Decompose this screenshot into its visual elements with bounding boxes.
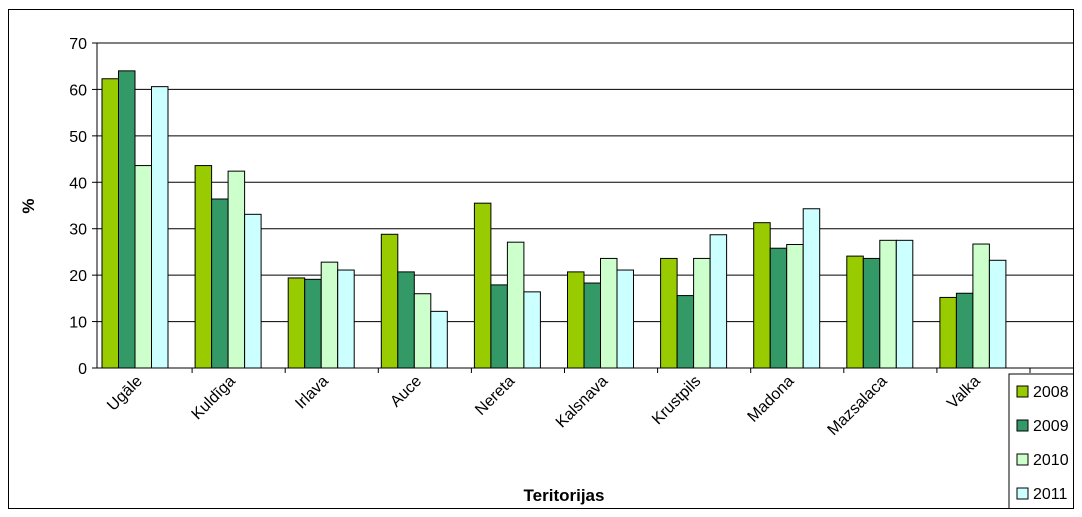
y-tick-label: 40 (69, 175, 87, 192)
bar-2009 (955, 292, 974, 369)
legend-swatch-2009 (1016, 419, 1029, 432)
bar-2010 (413, 293, 432, 369)
bar-2010 (972, 243, 990, 369)
y-tick-label: 20 (69, 268, 87, 285)
y-tick-label: 50 (69, 129, 87, 146)
bars (101, 70, 1007, 369)
x-tick-label: Irlava (292, 373, 332, 413)
bar-2011 (895, 239, 914, 369)
y-axis-title: % (19, 198, 38, 213)
x-tick-label: Valka (944, 373, 984, 413)
bar-2008 (939, 296, 957, 369)
x-tick-label: Mazsalaca (825, 373, 891, 439)
bar-2010 (693, 257, 711, 369)
x-tick-label: Kuldīga (189, 373, 239, 423)
bar-2010 (134, 165, 152, 369)
x-tick-label: Kalsnava (553, 373, 612, 432)
bar-2010 (786, 244, 804, 369)
bar-2008 (101, 78, 119, 369)
bar-chart: 0 10 20 30 40 50 60 70 Ugāle Kuldīga Irlava Auce Ne… (19, 36, 1073, 508)
bar-2010 (320, 261, 339, 369)
bar-2009 (676, 295, 695, 369)
legend-label-2011: 2011 (1033, 486, 1068, 503)
bar-2010 (227, 170, 246, 369)
bar-2009 (211, 198, 229, 369)
x-tick-label: Auce (387, 373, 425, 411)
x-tick-label: Nereta (472, 373, 518, 419)
bar-2009 (304, 278, 322, 369)
bar-2008 (473, 202, 492, 369)
legend: 2008 2009 2010 2011 (1008, 373, 1073, 508)
bar-2011 (709, 234, 728, 369)
y-tick-label: 60 (69, 82, 87, 99)
bar-2010 (879, 239, 897, 369)
bar-2009 (397, 271, 415, 369)
x-tick-label: Krustpils (649, 373, 704, 428)
legend-label-2010: 2010 (1033, 452, 1069, 469)
bar-2011 (802, 208, 821, 369)
bar-2008 (567, 271, 585, 369)
bar-2011 (337, 269, 355, 369)
bar-2009 (769, 247, 788, 369)
bar-2009 (583, 282, 601, 369)
x-axis-title: Teritorijas (524, 486, 605, 505)
legend-label-2008: 2008 (1033, 384, 1069, 401)
bar-2011 (151, 86, 169, 369)
bar-2008 (287, 277, 306, 369)
bar-2008 (753, 222, 771, 369)
bar-2008 (660, 257, 678, 369)
bar-2008 (194, 165, 213, 369)
y-tick-label: 70 (69, 36, 87, 53)
x-tick-label: Madona (745, 373, 798, 426)
bar-2009 (862, 257, 881, 369)
bar-2008 (846, 255, 864, 369)
y-tick-label: 0 (78, 361, 87, 378)
bar-2011 (988, 259, 1007, 369)
y-tick-label: 10 (69, 315, 87, 332)
bar-2010 (506, 241, 525, 369)
bar-2008 (380, 233, 399, 369)
bar-2011 (523, 291, 541, 369)
chart-frame: 0 10 20 30 40 50 60 70 Ugāle Kuldīga Irlava Auce Ne… (8, 9, 1074, 509)
bar-2009 (118, 70, 136, 369)
bar-2011 (244, 213, 262, 369)
x-tick-label: Ugāle (104, 373, 146, 415)
bar-2011 (616, 269, 634, 369)
bar-2010 (600, 257, 618, 369)
y-tick-label: 30 (69, 222, 87, 239)
bar-2009 (490, 284, 508, 369)
legend-swatch-2011 (1016, 487, 1029, 500)
y-tick-labels: 0 10 20 30 40 50 60 70 (69, 36, 97, 378)
legend-swatch-2010 (1016, 453, 1029, 466)
legend-swatch-2008 (1016, 385, 1029, 398)
x-tick-labels: Ugāle Kuldīga Irlava Auce Nereta Kalsnava Krus… (104, 368, 1031, 439)
legend-label-2009: 2009 (1033, 418, 1069, 435)
bar-2011 (430, 310, 448, 369)
